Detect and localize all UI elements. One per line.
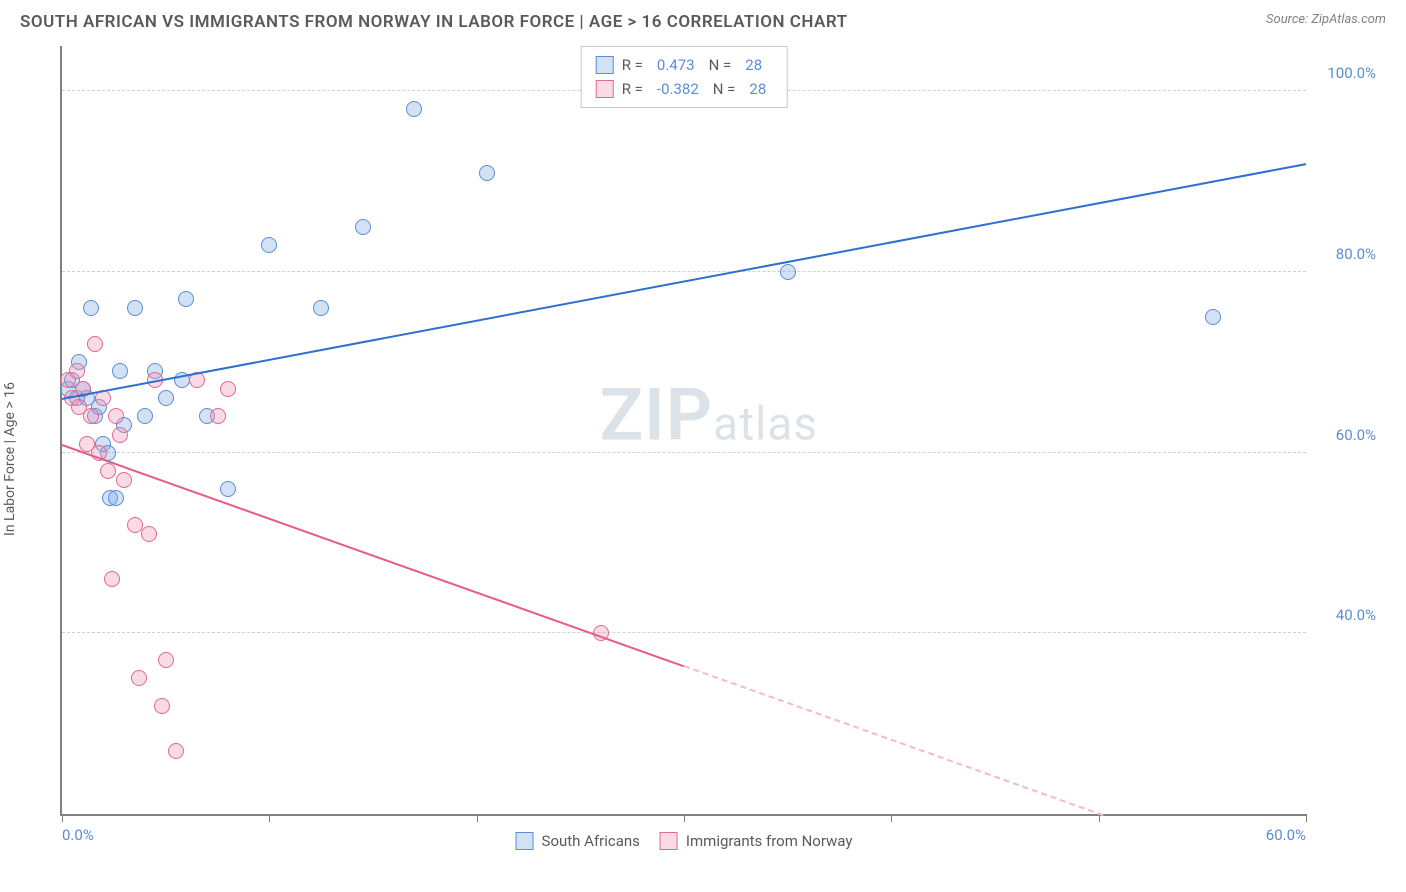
data-point: [83, 300, 99, 316]
swatch-pink-icon: [660, 832, 678, 850]
plot-area: R = 0.473 N = 28 R = -0.382 N = 28 ZIPat…: [60, 46, 1306, 816]
data-point: [131, 670, 147, 686]
gridline: [62, 271, 1306, 272]
data-point: [406, 101, 422, 117]
x-tick: [1306, 814, 1307, 822]
x-tick-label: 0.0%: [62, 826, 94, 844]
data-point: [83, 408, 99, 424]
data-point: [100, 463, 116, 479]
legend-label: South Africans: [542, 832, 640, 850]
r-label: R =: [622, 53, 643, 77]
legend-row-pink: R = -0.382 N = 28: [596, 77, 773, 101]
data-point: [116, 472, 132, 488]
data-point: [108, 408, 124, 424]
data-point: [178, 291, 194, 307]
x-tick: [62, 814, 63, 822]
n-value-blue: 28: [739, 53, 768, 77]
data-point: [355, 219, 371, 235]
y-axis-label: In Labor Force | Age > 16: [2, 382, 18, 536]
y-tick-label: 40.0%: [1316, 606, 1376, 624]
swatch-blue-icon: [516, 832, 534, 850]
data-point: [479, 165, 495, 181]
x-tick: [477, 814, 478, 822]
n-label: N =: [709, 53, 732, 77]
r-value-blue: 0.473: [651, 53, 701, 77]
data-point: [69, 363, 85, 379]
data-point: [112, 427, 128, 443]
data-point: [127, 300, 143, 316]
gridline: [62, 452, 1306, 453]
data-point: [87, 336, 103, 352]
r-label: R =: [622, 77, 643, 101]
data-point: [261, 237, 277, 253]
y-tick-label: 100.0%: [1316, 64, 1376, 82]
gridline: [62, 632, 1306, 633]
data-point: [780, 264, 796, 280]
data-point: [112, 363, 128, 379]
legend-item-immigrants-norway: Immigrants from Norway: [660, 832, 853, 850]
data-point: [158, 652, 174, 668]
trend-line: [62, 444, 685, 667]
legend-label: Immigrants from Norway: [686, 832, 853, 850]
chart-title: SOUTH AFRICAN VS IMMIGRANTS FROM NORWAY …: [20, 12, 848, 32]
data-point: [313, 300, 329, 316]
source-attribution: Source: ZipAtlas.com: [1266, 12, 1386, 27]
y-tick-label: 80.0%: [1316, 245, 1376, 263]
data-point: [210, 408, 226, 424]
data-point: [141, 526, 157, 542]
data-point: [154, 698, 170, 714]
trend-line: [684, 665, 1104, 816]
data-point: [220, 381, 236, 397]
x-tick-label: 60.0%: [1266, 826, 1306, 844]
y-tick-label: 60.0%: [1316, 426, 1376, 444]
data-point: [137, 408, 153, 424]
data-point: [168, 743, 184, 759]
trend-line: [62, 163, 1306, 400]
data-point: [1205, 309, 1221, 325]
x-tick: [269, 814, 270, 822]
swatch-blue-icon: [596, 56, 614, 74]
data-point: [104, 571, 120, 587]
r-value-pink: -0.382: [651, 77, 705, 101]
watermark: ZIPatlas: [600, 372, 819, 457]
data-point: [127, 517, 143, 533]
x-tick: [891, 814, 892, 822]
legend-row-blue: R = 0.473 N = 28: [596, 53, 773, 77]
swatch-pink-icon: [596, 80, 614, 98]
correlation-legend: R = 0.473 N = 28 R = -0.382 N = 28: [581, 46, 788, 108]
data-point: [108, 490, 124, 506]
data-point: [158, 390, 174, 406]
series-legend: South Africans Immigrants from Norway: [516, 832, 853, 850]
legend-item-south-africans: South Africans: [516, 832, 640, 850]
n-value-pink: 28: [743, 77, 772, 101]
chart-container: In Labor Force | Age > 16 R = 0.473 N = …: [20, 36, 1386, 866]
n-label: N =: [713, 77, 736, 101]
x-tick: [684, 814, 685, 822]
data-point: [220, 481, 236, 497]
